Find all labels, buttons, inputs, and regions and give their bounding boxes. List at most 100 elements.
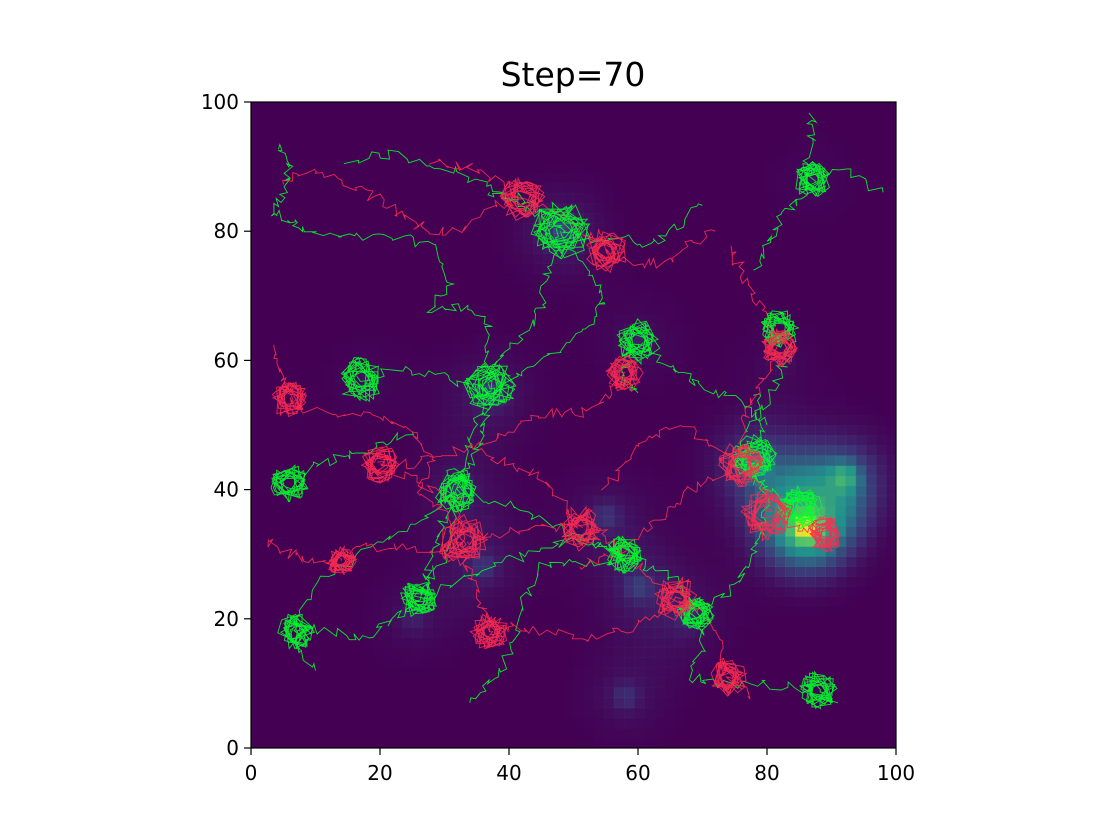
heatmap-cell (654, 344, 665, 355)
heatmap-cell (563, 596, 575, 608)
heatmap-cell (654, 636, 665, 648)
heatmap-cell (593, 717, 605, 729)
heatmap-cell (462, 556, 474, 567)
heatmap-cell (563, 384, 575, 396)
heatmap-cell (623, 525, 635, 537)
heatmap-cell (613, 182, 625, 194)
heatmap-cell (603, 273, 615, 285)
heatmap-cell (321, 374, 333, 386)
heatmap-cell (684, 647, 696, 658)
heatmap-cell (633, 727, 645, 739)
heatmap-cell (603, 334, 615, 345)
heatmap-cell (684, 354, 696, 366)
heatmap-cell (603, 354, 615, 366)
heatmap-cell (633, 394, 645, 406)
heatmap-cell (684, 425, 696, 436)
heatmap-cell (402, 657, 413, 668)
heatmap-cell (583, 313, 595, 325)
heatmap-cell (432, 455, 444, 466)
heatmap-cell (684, 717, 696, 729)
heatmap-cell (523, 546, 534, 557)
heatmap-cell (361, 647, 373, 658)
heatmap-cell (744, 505, 756, 517)
heatmap-cell (865, 525, 877, 537)
heatmap-cell (452, 414, 464, 426)
heatmap-background (251, 102, 896, 748)
heatmap-cell (835, 606, 847, 618)
heatmap-cell (674, 556, 685, 567)
heatmap-cell (502, 334, 514, 345)
heatmap-cell (744, 374, 756, 386)
heatmap-cell (452, 324, 464, 335)
heatmap-cell (603, 727, 615, 739)
heatmap-cell (845, 455, 857, 466)
heatmap-cell (684, 384, 696, 396)
heatmap-cell (603, 455, 615, 466)
heatmap-cell (593, 172, 605, 184)
heatmap-cell (371, 586, 383, 598)
heatmap-cell (825, 566, 837, 577)
heatmap-cell (371, 616, 383, 628)
heatmap-cell (633, 636, 645, 648)
heatmap-cell (543, 586, 554, 598)
trajectory (377, 460, 466, 542)
heatmap-cell (613, 364, 625, 376)
heatmap-cell (502, 425, 514, 436)
heatmap-cell (613, 636, 625, 648)
heatmap-cell (593, 647, 605, 658)
heatmap-cell (623, 233, 635, 244)
heatmap-cell (623, 515, 635, 527)
heatmap-cell (492, 233, 504, 244)
heatmap-cell (422, 495, 434, 507)
heatmap-cell (553, 334, 565, 345)
heatmap-cell (613, 202, 625, 214)
heatmap-cell (543, 192, 554, 204)
heatmap-cell (331, 374, 343, 386)
heatmap-cell (704, 425, 716, 436)
heatmap-cell (442, 636, 454, 648)
heatmap-cell (613, 536, 625, 547)
heatmap-cell (533, 213, 544, 224)
heatmap-cell (805, 576, 816, 588)
heatmap-cell (321, 364, 333, 376)
heatmap-cell (573, 606, 585, 618)
trajectory-cluster (654, 575, 698, 621)
heatmap-cell (392, 515, 403, 527)
heatmap-cell (513, 495, 524, 507)
heatmap-cell (704, 354, 716, 366)
heatmap-cell (674, 546, 685, 557)
heatmap-cell (492, 536, 504, 547)
heatmap-cell (513, 344, 524, 355)
heatmap-cell (805, 414, 816, 426)
heatmap-cell (412, 404, 423, 416)
heatmap-cell (482, 556, 494, 567)
heatmap-cell (865, 485, 877, 497)
heatmap-cell (865, 505, 877, 517)
heatmap-cell (805, 404, 816, 416)
heatmap-cell (382, 626, 393, 638)
heatmap-cell (855, 566, 867, 577)
heatmap-cell (583, 465, 595, 477)
heatmap-cell (674, 636, 685, 648)
heatmap-cell (785, 546, 796, 557)
heatmap-cell (432, 414, 444, 426)
heatmap-cell (533, 162, 544, 174)
heatmap-cell (573, 293, 585, 305)
heatmap-cell (563, 647, 575, 658)
heatmap-cell (573, 192, 585, 204)
heatmap-cell (382, 344, 393, 355)
heatmap-cell (704, 626, 716, 638)
chart-title: Step=70 (501, 55, 646, 94)
heatmap-cell (775, 132, 786, 143)
heatmap-cell (392, 566, 403, 577)
heatmap-cell (563, 162, 575, 174)
heatmap-cell (734, 566, 746, 577)
heatmap-cell (351, 626, 363, 638)
heatmap-cell (513, 465, 524, 477)
heatmap-cell (482, 445, 494, 456)
heatmap-cell (654, 465, 665, 477)
heatmap-cell (644, 687, 655, 699)
heatmap-cell (371, 636, 383, 648)
heatmap-cell (412, 344, 423, 355)
heatmap-cell (684, 697, 696, 709)
